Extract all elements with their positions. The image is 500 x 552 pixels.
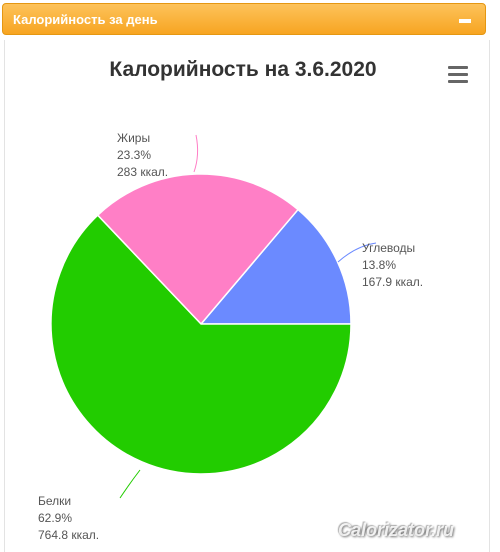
chart-title: Калорийность на 3.6.2020 — [109, 58, 377, 81]
connector-line — [193, 134, 199, 173]
pie-slice[interactable] — [50, 214, 352, 475]
connector-line — [119, 469, 141, 499]
data-label: 283 ккал. — [117, 165, 168, 179]
pie-slice[interactable] — [96, 173, 300, 326]
chart-menu-icon[interactable] — [448, 66, 468, 84]
data-label: 23.3% — [117, 148, 151, 162]
pie-slice[interactable] — [199, 208, 352, 325]
data-label: Углеводы — [362, 241, 415, 255]
watermark: Calorizator.ru — [338, 520, 455, 540]
panel-header: Калорийность за день — [2, 3, 486, 35]
connector-line — [337, 242, 377, 263]
data-label: 167.9 ккал. — [362, 275, 423, 289]
data-label: Белки — [38, 494, 71, 508]
data-label: Жиры — [117, 131, 150, 145]
data-label: 13.8% — [362, 258, 396, 272]
data-label: 764.8 ккал. — [38, 528, 99, 542]
collapse-icon[interactable] — [459, 19, 471, 23]
panel-title: Калорийность за день — [13, 12, 158, 27]
data-label: 62.9% — [38, 511, 72, 525]
